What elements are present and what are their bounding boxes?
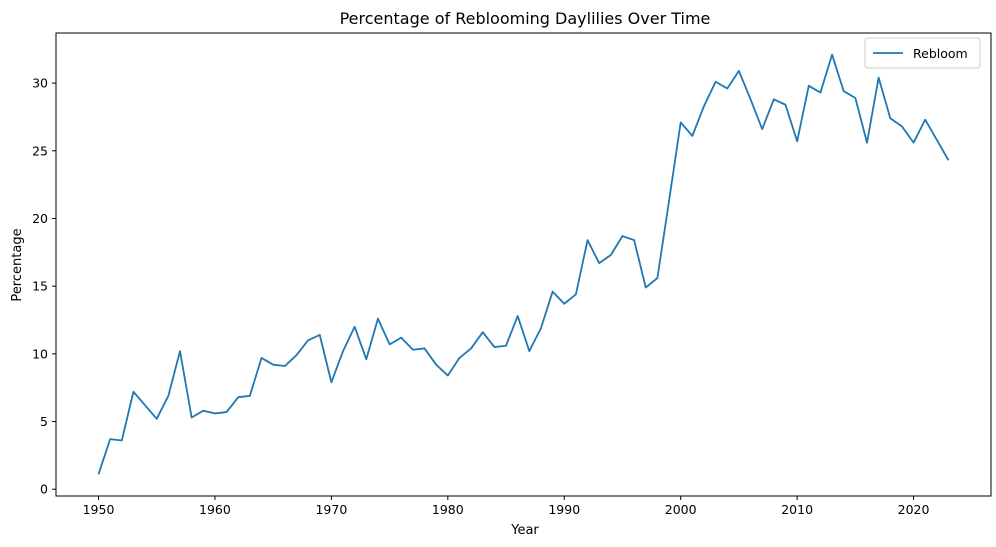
x-tick-label: 1980	[432, 502, 464, 517]
series-line-rebloom	[97, 53, 950, 475]
y-tick-label: 20	[32, 211, 48, 226]
legend-label-rebloom: Rebloom	[913, 46, 968, 61]
x-tick-label: 1950	[83, 502, 115, 517]
x-axis-label: Year	[510, 523, 539, 538]
x-tick-label: 2000	[665, 502, 697, 517]
y-tick-label: 10	[32, 346, 48, 361]
chart-title: Percentage of Reblooming Daylilies Over …	[340, 9, 711, 28]
y-tick-label: 30	[32, 76, 48, 91]
x-tick-label: 2010	[781, 502, 813, 517]
x-tick-label: 1960	[199, 502, 231, 517]
x-tick-label: 1970	[315, 502, 347, 517]
x-tick-label: 1990	[548, 502, 580, 517]
legend: Rebloom	[864, 37, 981, 69]
x-tick-label: 2020	[898, 502, 930, 517]
y-tick-label: 25	[32, 143, 48, 158]
y-tick-label: 0	[40, 482, 48, 497]
plot-frame	[55, 32, 992, 497]
y-axis-label: Percentage	[10, 228, 25, 301]
y-tick-label: 5	[40, 414, 48, 429]
legend-box	[864, 37, 981, 69]
plot-area: 1950 1960 1970 1980 1990 2000 2010 2020 0 5 10 15 20…	[32, 32, 992, 517]
y-tick-label: 15	[32, 279, 48, 294]
